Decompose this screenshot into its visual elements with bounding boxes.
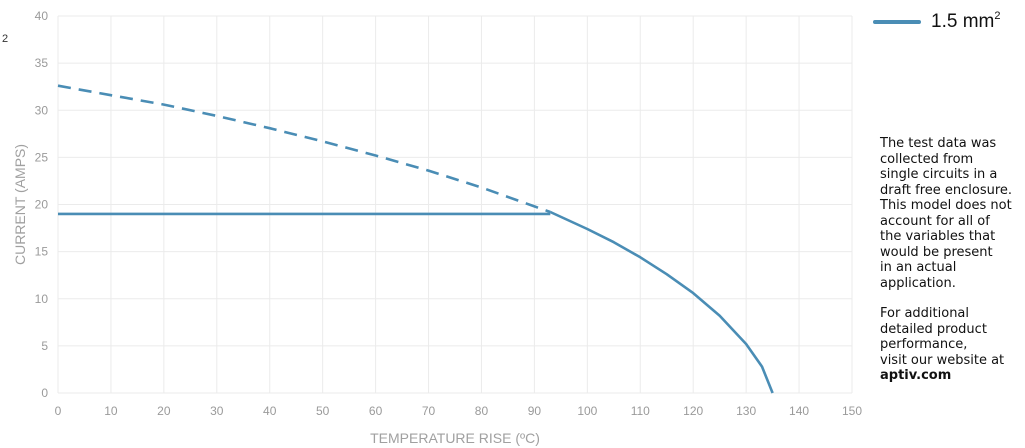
y-tick-label: 0 <box>41 386 48 400</box>
note-line: performance, <box>880 337 968 352</box>
x-tick-label: 70 <box>422 404 436 418</box>
x-tick-label: 150 <box>842 404 862 418</box>
x-tick-label: 140 <box>789 404 809 418</box>
x-tick-label: 20 <box>157 404 171 418</box>
x-tick-label: 90 <box>528 404 542 418</box>
y-tick-label: 5 <box>41 339 48 353</box>
y-axis-title: CURRENT (AMPS) <box>12 144 28 265</box>
x-axis-title: TEMPERATURE RISE (ºC) <box>370 430 540 446</box>
y-tick-label: 40 <box>35 9 49 23</box>
x-tick-label: 100 <box>577 404 597 418</box>
test-data-note: The test data was collected from single ci… <box>880 136 1025 384</box>
note-line: This model does not <box>880 198 1012 213</box>
x-tick-label: 110 <box>631 404 650 418</box>
note-line: visit our website at <box>880 352 1005 368</box>
stray-mark: 2 <box>2 33 9 45</box>
note-line: would be present <box>880 244 993 260</box>
series-line-dashed <box>57 84 551 214</box>
x-tick-label: 80 <box>475 404 489 418</box>
y-tick-label: 20 <box>35 198 49 212</box>
note-gap <box>880 291 1025 306</box>
note-line: For additional <box>880 306 970 321</box>
note-line: in an actual <box>880 260 957 275</box>
x-tick-label: 0 <box>55 404 62 418</box>
x-tick-label: 40 <box>263 404 277 418</box>
legend-superscript: 2 <box>994 10 1001 22</box>
series-line-solid <box>549 210 774 394</box>
x-tick-label: 130 <box>736 404 756 418</box>
legend-swatch <box>873 19 921 24</box>
note-line: single circuits in a <box>880 167 998 182</box>
y-tick-label: 25 <box>35 150 49 164</box>
note-line: detailed product <box>880 321 987 337</box>
y-tick-label: 10 <box>35 292 49 306</box>
note-line: the variables that <box>880 229 996 244</box>
x-tick-label: 120 <box>683 404 703 418</box>
y-tick-label: 15 <box>35 245 49 259</box>
legend-series-name: 1.5 mm <box>931 11 995 32</box>
x-tick-label: 60 <box>369 404 383 418</box>
note-line: The test data was <box>880 136 997 151</box>
note-line: account for all of <box>880 213 990 229</box>
x-tick-label: 10 <box>104 404 118 418</box>
y-tick-label: 30 <box>35 103 49 117</box>
note-line: application. <box>880 275 956 291</box>
x-tick-label: 30 <box>210 404 224 418</box>
note-line: draft free enclosure. <box>880 182 1013 198</box>
website-link[interactable]: aptiv.com <box>880 368 952 383</box>
legend-label: 1.5 mm2 <box>931 10 1000 33</box>
note-line: collected from <box>880 151 974 167</box>
x-tick-label: 50 <box>316 404 330 418</box>
y-tick-label: 35 <box>35 56 49 70</box>
chart-legend: 1.5 mm2 <box>873 10 1000 33</box>
